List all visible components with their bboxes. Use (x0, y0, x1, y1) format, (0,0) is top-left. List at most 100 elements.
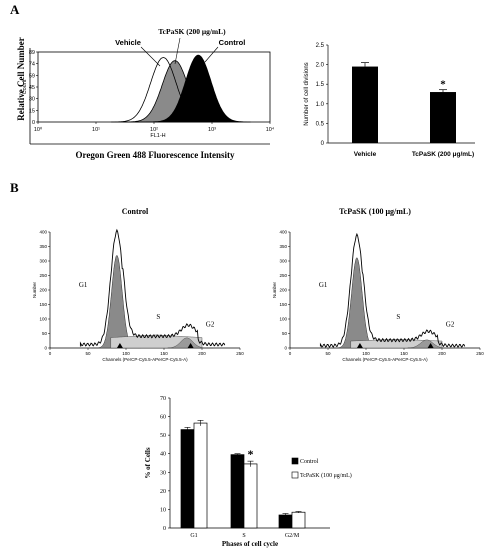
cyto-x-tick-label: 200 (198, 351, 206, 356)
panel-label-b: B (10, 180, 19, 195)
grouped-bar (180, 429, 195, 529)
bar-category-label: TcPaSK (200 μg/mL) (412, 151, 474, 158)
grouped-y-tick-label: 50 (160, 433, 166, 439)
cyto-y-tick-label: 100 (39, 317, 47, 322)
annotation-tcpask: TcPaSK (200 μg/mL) (158, 27, 226, 36)
cyto-y-tick-label: 350 (39, 244, 47, 249)
outer-x-label: Oregon Green 488 Fluorescence Intensity (76, 150, 235, 160)
grouped-bar (278, 514, 293, 529)
histogram-vehicle (111, 57, 216, 123)
g2-peak (167, 337, 214, 349)
cyto-y-tick-label: 250 (39, 273, 47, 278)
x-tick-label: 10³ (208, 127, 216, 133)
cyto-y-tick-label: 250 (279, 273, 287, 278)
y-tick-label: 59 (29, 73, 35, 79)
legend-swatch (291, 471, 299, 479)
annotation-vehicle: Vehicle (115, 38, 141, 47)
cyto-x-tick-label: 0 (49, 351, 52, 356)
legend-label: Control (300, 459, 319, 465)
outer-y-label: Relative Cell Number (16, 37, 26, 120)
g1-peak (91, 254, 142, 349)
g1-peak (331, 257, 382, 349)
cyto-y-tick-label: 0 (44, 346, 47, 351)
cyto-y-tick-label: 50 (282, 331, 288, 336)
grouped-category-label: S (242, 533, 245, 539)
cyto-x-label: Channels (PerCP-Cy5.5-APerCP-Cy5.5-A) (342, 357, 428, 362)
cyto-x-tick-label: 200 (438, 351, 446, 356)
peak-marker (427, 343, 434, 348)
y-axis-label: Count (22, 79, 28, 94)
peak-marker (356, 343, 363, 348)
significance-mark: * (440, 79, 446, 91)
peak-marker (116, 343, 123, 348)
grouped-bar (291, 511, 306, 529)
cyto-x-tick-label: 50 (325, 351, 331, 356)
grouped-y-tick-label: 10 (160, 507, 166, 513)
y-tick-label: 30 (29, 97, 35, 103)
cyto-x-tick-label: 100 (362, 351, 370, 356)
cyto-x-tick-label: 50 (85, 351, 91, 356)
legend-swatch (291, 457, 299, 465)
arrow-control (204, 46, 219, 63)
bar (352, 66, 378, 143)
bar-y-tick-label: 0.5 (316, 121, 325, 127)
cyto-y-tick-label: 200 (279, 288, 287, 293)
y-tick-label: 0 (32, 120, 35, 126)
histogram-outline (319, 232, 466, 348)
bar-y-tick-label: 2.5 (316, 43, 325, 49)
cyto-y-tick-label: 300 (279, 259, 287, 264)
grouped-bar (193, 422, 208, 529)
bar-y-label: Number of cell divisions (304, 62, 310, 125)
bar-y-tick-label: 1.5 (316, 82, 325, 88)
cyto-x-tick-label: 250 (236, 351, 244, 356)
bar-y-tick-label: 2.0 (316, 63, 325, 69)
cyto-y-tick-label: 100 (279, 317, 287, 322)
cyto-x-tick-label: 250 (476, 351, 484, 356)
y-tick-label: 15 (29, 108, 35, 114)
cyto-y-tick-label: 350 (279, 244, 287, 249)
x-tick-label: 10⁴ (266, 126, 275, 133)
cyto-x-label: Channels (PerCP-Cy5.5-APerCP-Cy5.5-A) (102, 357, 188, 362)
grouped-y-tick-label: 60 (160, 415, 166, 421)
cyto-x-tick-label: 150 (160, 351, 168, 356)
cyto-title: Control (122, 207, 149, 216)
grouped-y-tick-label: 0 (163, 526, 166, 532)
label-g1: G1 (79, 281, 88, 289)
cyto-y-label: Number (272, 282, 277, 299)
grouped-bar (243, 463, 258, 529)
grouped-category-label: G1 (190, 533, 197, 539)
grouped-bar (230, 454, 245, 529)
grouped-x-label: Phases of cell cycle (222, 540, 278, 548)
x-axis-label: FL1-H (150, 133, 165, 139)
x-tick-label: 10¹ (92, 127, 100, 133)
grouped-y-tick-label: 40 (160, 452, 166, 458)
label-g1: G1 (319, 281, 328, 289)
cyto-y-tick-label: 400 (279, 230, 287, 235)
y-tick-label: 74 (29, 62, 35, 68)
histogram-control (146, 54, 251, 123)
cyto-y-tick-label: 300 (39, 259, 47, 264)
y-tick-label: 89 (29, 50, 35, 56)
legend-label: TcPaSK (100 μg/mL) (300, 472, 352, 479)
grouped-y-label: % of Cells (144, 447, 152, 478)
annotation-control: Control (219, 38, 246, 47)
grouped-y-tick-label: 70 (160, 396, 166, 402)
cyto-y-tick-label: 200 (39, 288, 47, 293)
histogram-outline (79, 228, 226, 347)
bar (430, 92, 456, 143)
x-tick-label: 10² (150, 127, 158, 133)
label-s: S (156, 313, 160, 321)
arrow-vehicle (140, 46, 161, 67)
cyto-y-label: Number (32, 282, 37, 299)
bar-y-tick-label: 0 (321, 141, 325, 147)
cyto-x-tick-label: 0 (289, 351, 292, 356)
label-s: S (396, 313, 400, 321)
bar-category-label: Vehicle (354, 151, 377, 158)
cyto-y-tick-label: 150 (279, 302, 287, 307)
panel-label-a: A (10, 2, 20, 17)
cyto-title: TcPaSK (100 μg/mL) (339, 207, 411, 216)
cyto-x-tick-label: 150 (400, 351, 408, 356)
label-g2: G2 (206, 320, 215, 328)
cyto-y-tick-label: 150 (39, 302, 47, 307)
